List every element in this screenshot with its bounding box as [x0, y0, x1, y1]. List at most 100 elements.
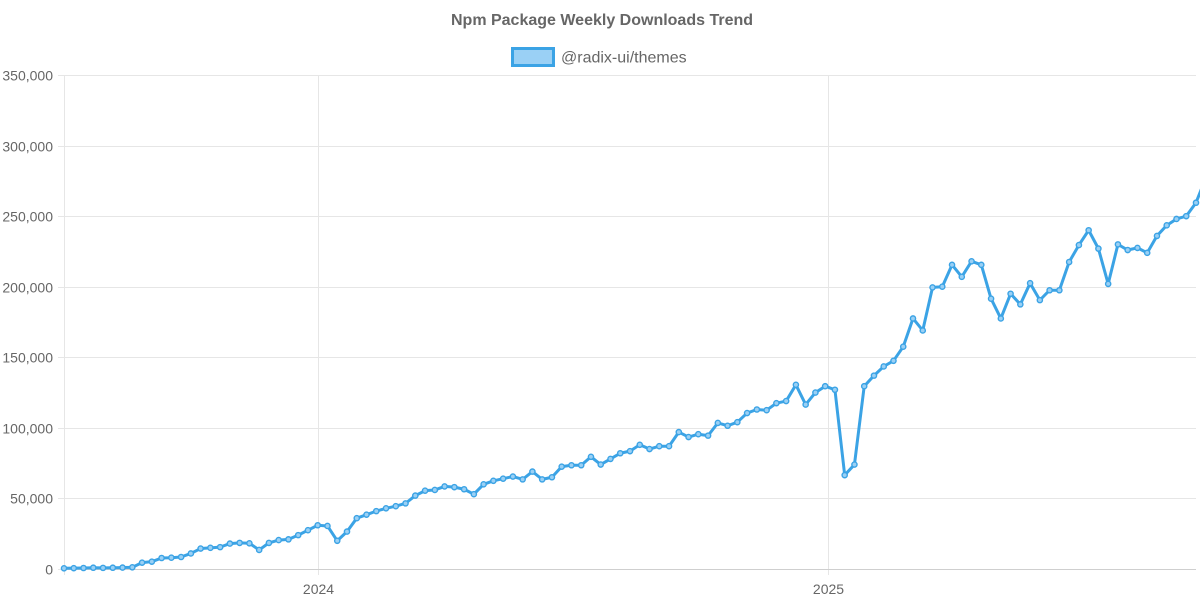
data-point[interactable] [655, 442, 663, 450]
data-point[interactable] [636, 441, 644, 449]
data-point[interactable] [207, 544, 214, 552]
data-point[interactable] [197, 545, 204, 552]
data-point[interactable] [392, 502, 400, 510]
data-point[interactable] [831, 386, 839, 394]
data-point[interactable] [919, 327, 927, 334]
data-point[interactable] [216, 543, 224, 551]
data-point[interactable] [685, 433, 692, 441]
data-point[interactable] [1182, 212, 1190, 220]
data-point[interactable] [490, 477, 497, 485]
data-point[interactable] [333, 537, 341, 545]
data-point[interactable] [1017, 301, 1024, 308]
data-point[interactable] [1124, 246, 1131, 254]
data-point[interactable] [129, 564, 136, 571]
data-point[interactable] [246, 540, 253, 547]
data-point[interactable] [119, 564, 126, 571]
data-point[interactable] [1104, 280, 1112, 288]
data-point[interactable] [646, 445, 653, 453]
legend[interactable]: @radix-ui/themes [511, 47, 687, 67]
data-point[interactable] [382, 505, 390, 512]
legend-swatch[interactable] [511, 47, 555, 67]
data-point[interactable] [275, 536, 282, 544]
data-point[interactable] [1056, 286, 1063, 294]
data-point[interactable] [724, 422, 731, 430]
data-point[interactable] [372, 507, 380, 515]
data-point[interactable] [821, 382, 829, 390]
data-point[interactable] [577, 461, 585, 469]
data-point[interactable] [997, 315, 1005, 322]
data-point[interactable] [773, 399, 780, 407]
data-point[interactable] [870, 372, 878, 379]
data-point[interactable] [734, 418, 741, 426]
data-point[interactable] [978, 261, 985, 269]
data-point[interactable] [665, 442, 673, 450]
data-point[interactable] [412, 492, 419, 499]
data-point[interactable] [363, 511, 370, 518]
data-point[interactable] [187, 550, 195, 557]
data-point[interactable] [168, 554, 175, 562]
data-point[interactable] [782, 397, 790, 405]
data-point[interactable] [60, 564, 68, 572]
data-point[interactable] [226, 540, 234, 547]
data-point[interactable] [402, 500, 409, 507]
data-point[interactable] [353, 514, 361, 522]
data-point[interactable] [265, 539, 273, 547]
data-point[interactable] [695, 430, 702, 438]
data-point[interactable] [177, 553, 185, 561]
data-point[interactable] [987, 295, 995, 303]
data-point[interactable] [704, 432, 712, 439]
data-point[interactable] [1095, 245, 1102, 252]
data-point[interactable] [70, 564, 78, 572]
data-point[interactable] [1114, 241, 1122, 248]
data-point[interactable] [138, 559, 146, 566]
data-point[interactable] [294, 531, 302, 539]
data-point[interactable] [1026, 279, 1034, 287]
data-point[interactable] [558, 463, 565, 470]
data-point[interactable] [860, 382, 868, 390]
data-point[interactable] [441, 483, 448, 490]
data-point[interactable] [607, 455, 614, 463]
data-point[interactable] [841, 471, 848, 479]
data-point[interactable] [1173, 215, 1180, 223]
data-point[interactable] [1036, 296, 1044, 304]
data-point[interactable] [743, 409, 751, 417]
data-point[interactable] [958, 273, 966, 281]
data-point[interactable] [480, 481, 487, 488]
data-point[interactable] [1007, 290, 1014, 298]
data-point[interactable] [80, 564, 87, 572]
data-point[interactable] [324, 522, 331, 530]
data-point[interactable] [538, 476, 546, 483]
data-point[interactable] [1143, 249, 1151, 257]
data-point[interactable] [880, 363, 888, 370]
data-point[interactable] [236, 539, 243, 547]
data-point[interactable] [1075, 241, 1083, 249]
data-point[interactable] [285, 536, 292, 543]
data-point[interactable] [802, 401, 809, 408]
data-point[interactable] [675, 428, 683, 436]
data-point[interactable] [148, 558, 156, 565]
data-point[interactable] [568, 461, 575, 469]
data-point[interactable] [929, 284, 936, 291]
data-point[interactable] [509, 473, 517, 480]
data-point[interactable] [1065, 258, 1073, 266]
data-point[interactable] [763, 406, 770, 414]
data-point[interactable] [529, 468, 536, 475]
data-point[interactable] [431, 486, 439, 494]
data-point[interactable] [460, 485, 468, 493]
data-point[interactable] [1153, 232, 1161, 240]
data-point[interactable] [792, 381, 800, 389]
data-point[interactable] [626, 447, 634, 455]
data-point[interactable] [421, 487, 429, 494]
data-point[interactable] [968, 258, 975, 265]
data-point[interactable] [519, 476, 526, 483]
data-point[interactable] [470, 490, 478, 498]
data-point[interactable] [99, 564, 107, 572]
data-point[interactable] [812, 389, 819, 396]
data-point[interactable] [304, 526, 312, 534]
data-point[interactable] [1085, 226, 1092, 234]
data-point[interactable] [753, 406, 761, 413]
data-point[interactable] [616, 449, 624, 457]
data-point[interactable] [548, 473, 556, 481]
data-point[interactable] [314, 521, 322, 529]
data-point[interactable] [255, 546, 263, 554]
